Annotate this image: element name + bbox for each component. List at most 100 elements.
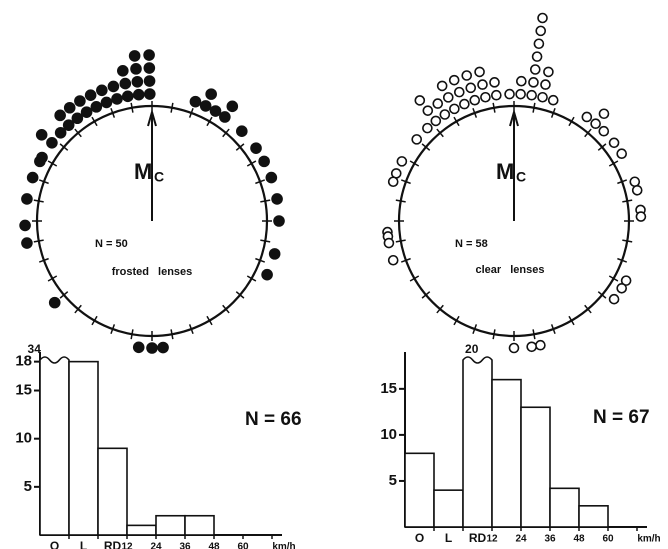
dot (537, 12, 548, 24)
mean-label: M (496, 159, 514, 184)
dot (448, 74, 460, 86)
dot (143, 88, 156, 100)
circle-tick (235, 143, 245, 151)
x-label: L (80, 539, 87, 549)
x-label: RD (104, 539, 122, 549)
dot (21, 193, 33, 205)
circle-tick (38, 179, 49, 185)
dot (189, 95, 202, 108)
dot (236, 125, 248, 137)
dot (608, 293, 620, 305)
dot (143, 62, 156, 74)
lens-label: frosted lenses (112, 266, 193, 278)
circle-tick (260, 239, 271, 243)
dot (71, 112, 84, 125)
dot (219, 111, 231, 123)
circle-tick (188, 107, 194, 118)
dot (616, 282, 628, 294)
dot (436, 80, 448, 92)
n-annotation: N = 67 (593, 407, 650, 428)
dot (422, 122, 433, 134)
x-label: 24 (515, 534, 527, 545)
dot (459, 98, 470, 110)
dot (635, 211, 647, 222)
circle-tick (170, 329, 174, 340)
circle-tick (597, 291, 607, 299)
bar (578, 505, 609, 528)
dot (474, 66, 485, 78)
dot (608, 137, 620, 149)
dot (529, 64, 541, 75)
circle-tick (436, 128, 444, 138)
circle-tick (33, 199, 44, 203)
lens-label: clear lenses (476, 264, 545, 276)
circle-tick (110, 324, 116, 335)
dot (199, 100, 212, 112)
dot (540, 79, 551, 90)
x-label: 60 (237, 542, 249, 549)
circle-tick (622, 239, 633, 243)
dot (383, 237, 395, 249)
circle-tick (492, 329, 496, 340)
dot (46, 137, 58, 149)
dot (631, 184, 643, 196)
dot (261, 268, 273, 281)
dot (157, 341, 169, 354)
dot (531, 51, 543, 62)
dot (432, 98, 444, 109)
circle-tick (74, 304, 82, 314)
dot (250, 142, 262, 154)
dot (461, 70, 473, 81)
y-tick-label: 5 (389, 472, 397, 489)
dot (535, 25, 547, 37)
dot (414, 95, 426, 106)
x-label: 36 (179, 542, 191, 549)
dot (19, 219, 31, 232)
circle-tick (617, 257, 628, 263)
circle-tick (206, 116, 213, 127)
y-tick-label: 10 (380, 426, 397, 443)
circle-tick (584, 304, 592, 314)
dot (48, 296, 61, 309)
dot (598, 108, 610, 120)
dot (130, 63, 142, 75)
dot (590, 118, 601, 130)
circle-tick (550, 107, 556, 118)
circle-tick (235, 291, 245, 299)
x-label: 12 (121, 542, 133, 549)
circle-tick (47, 160, 58, 167)
circle-tick (550, 324, 556, 335)
dot (411, 134, 423, 145)
dot (268, 248, 281, 260)
circle-tick (409, 160, 420, 167)
x-label: 60 (602, 534, 614, 545)
dot (453, 86, 465, 98)
dot (535, 339, 546, 351)
x-label: 48 (208, 542, 220, 549)
bar-value-label: 34 (28, 342, 42, 356)
bar (184, 514, 215, 536)
circle-tick (255, 179, 266, 185)
dot (491, 89, 502, 101)
circle-tick (255, 257, 266, 263)
x-label: L (445, 531, 452, 545)
circle-tick (421, 291, 431, 299)
circle-tick (622, 199, 633, 203)
circle-tick (436, 304, 444, 314)
bar (97, 447, 128, 536)
dot (387, 254, 399, 266)
circle-tick (608, 275, 619, 282)
circle-tick (74, 128, 82, 138)
dot (489, 77, 500, 88)
dot (35, 129, 48, 141)
dot (96, 84, 108, 97)
bar-value-label: 20 (465, 342, 479, 356)
arrow-head (509, 108, 519, 127)
circle-tick (130, 329, 134, 340)
circle-tick (617, 179, 628, 185)
x-label: 12 (486, 534, 498, 545)
bar (433, 489, 464, 528)
bar (462, 356, 493, 528)
bar (404, 452, 435, 528)
